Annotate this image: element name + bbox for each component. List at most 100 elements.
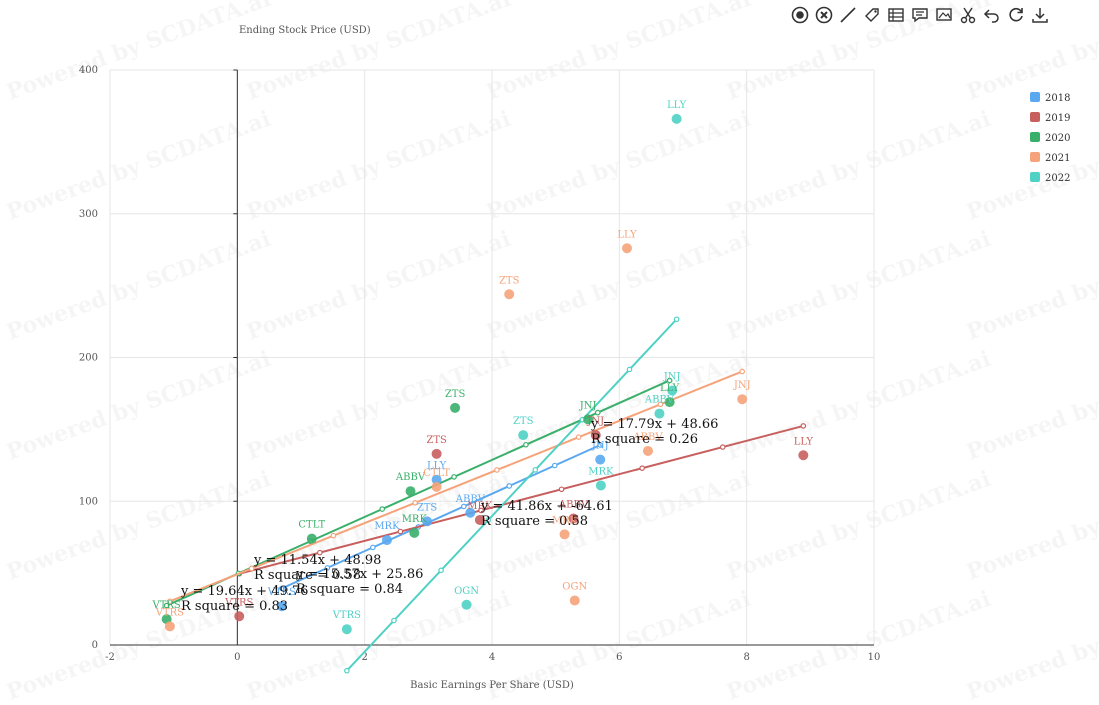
x-tick-label: 4 — [489, 652, 495, 663]
y-tick-label: 300 — [79, 209, 98, 220]
data-point — [559, 529, 570, 540]
point-label: LLY — [427, 461, 447, 472]
watermark-text: Powered by SCDATA.ai — [723, 0, 994, 106]
tag-icon[interactable] — [862, 4, 882, 26]
point-label: LLY — [660, 383, 680, 394]
trend-marker — [370, 544, 376, 551]
data-point — [590, 430, 601, 441]
point-label: ZTS — [513, 416, 534, 427]
watermark-text: Powered by SCDATA.ai — [3, 226, 274, 346]
y-tick-label: 0 — [92, 640, 98, 651]
trend-marker — [461, 503, 467, 510]
trend-marker — [451, 474, 457, 480]
point-label: VTRS — [155, 607, 184, 618]
data-point — [465, 507, 476, 518]
line-icon[interactable] — [838, 4, 858, 26]
trend-marker — [558, 486, 565, 493]
data-point — [461, 599, 472, 610]
data-points — [161, 113, 809, 635]
data-point — [474, 514, 485, 525]
trend-line-2018 — [281, 444, 601, 590]
download-icon[interactable] — [1030, 4, 1050, 26]
data-point — [431, 481, 442, 492]
data-point — [431, 474, 442, 485]
x-tick-label: 8 — [743, 652, 749, 663]
point-label: ABBV — [632, 432, 663, 443]
trend-marker — [324, 565, 331, 571]
trend-marker — [626, 366, 633, 373]
trend-line-2021 — [169, 370, 743, 603]
watermark-text: Powered by SCDATA.ai — [483, 0, 754, 106]
data-point — [737, 394, 748, 405]
table-icon[interactable] — [886, 4, 906, 26]
data-point — [667, 385, 678, 396]
trend-marker — [494, 467, 500, 473]
trend-r-squared: R square = 0.26 — [591, 432, 698, 447]
trend-marker — [739, 368, 746, 375]
refresh-icon[interactable] — [1006, 4, 1026, 26]
trend-marker — [478, 507, 484, 514]
data-point — [583, 414, 594, 425]
undo-icon[interactable] — [982, 4, 1002, 26]
point-label: ABBV — [395, 472, 426, 483]
data-point — [306, 533, 317, 544]
watermark-text: Powered by SCDATA.ai — [723, 106, 994, 226]
trend-r-squared: R square = 0.58 — [254, 568, 361, 583]
legend-swatch — [1030, 132, 1040, 142]
x-tick-label: -2 — [105, 652, 115, 663]
point-label: LLY — [667, 100, 687, 111]
data-point — [664, 397, 675, 408]
watermark-text: Powered by SCDATA.ai — [723, 466, 994, 586]
watermark-text: Powered by SCDATA.ai — [483, 106, 754, 226]
point-label: JNJ — [586, 416, 604, 427]
close-circle-icon[interactable] — [814, 4, 834, 26]
y-axis-title: Ending Stock Price (USD) — [239, 25, 371, 36]
point-label: JNJ — [733, 380, 751, 391]
data-point — [518, 430, 529, 441]
point-label: VTRS — [152, 600, 181, 611]
watermark-text: Powered by SCDATA.ai — [963, 0, 1099, 106]
data-point — [654, 408, 665, 419]
data-point — [671, 113, 682, 124]
trend-marker — [597, 442, 604, 448]
point-label: MRK — [374, 521, 400, 532]
legend-swatch — [1030, 112, 1040, 122]
trend-marker — [379, 506, 386, 512]
trend-marker — [719, 444, 726, 450]
legend: 2018 2019 2020 2021 2022 — [1030, 92, 1070, 184]
trend-marker — [657, 401, 664, 408]
watermark-text: Powered by SCDATA.ai — [3, 106, 274, 226]
trend-marker — [575, 434, 582, 440]
trend-line-2022 — [346, 318, 678, 672]
x-tick-label: 0 — [234, 652, 240, 663]
point-label: VTRS — [224, 597, 253, 608]
point-label: OGN — [562, 581, 587, 592]
watermark-text: Powered by SCDATA.ai — [3, 346, 274, 466]
target-icon[interactable] — [790, 4, 810, 26]
trend-lines — [163, 316, 807, 674]
data-point — [341, 624, 352, 635]
trend-r-squared: R square = 0.58 — [481, 514, 588, 529]
point-labels: LLYABBVZTSMRKJNJVTRSZTSJNJLLYABBVMRKVTRS… — [152, 100, 814, 621]
trend-marker — [639, 465, 645, 471]
point-label: MRK — [467, 501, 493, 512]
watermark-text: Powered by SCDATA.ai — [723, 226, 994, 346]
watermark-text: Powered by SCDATA.ai — [3, 0, 274, 106]
trend-marker — [485, 517, 491, 523]
point-label: JNJ — [663, 372, 681, 383]
comment-icon[interactable] — [910, 4, 930, 26]
data-point — [595, 454, 606, 465]
trend-marker — [167, 598, 173, 605]
watermark-text: Powered by SCDATA.ai — [243, 0, 514, 106]
data-point — [381, 535, 392, 546]
image-icon[interactable] — [934, 4, 954, 26]
point-label: JNJ — [591, 441, 609, 452]
trend-marker — [523, 441, 529, 448]
point-label: MRK — [588, 466, 614, 477]
data-point — [431, 448, 442, 459]
watermark-text: Powered by SCDATA.ai — [723, 346, 994, 466]
data-point — [798, 450, 809, 461]
trend-r-squared: R square = 0.84 — [296, 582, 403, 597]
scissors-icon[interactable] — [958, 4, 978, 26]
